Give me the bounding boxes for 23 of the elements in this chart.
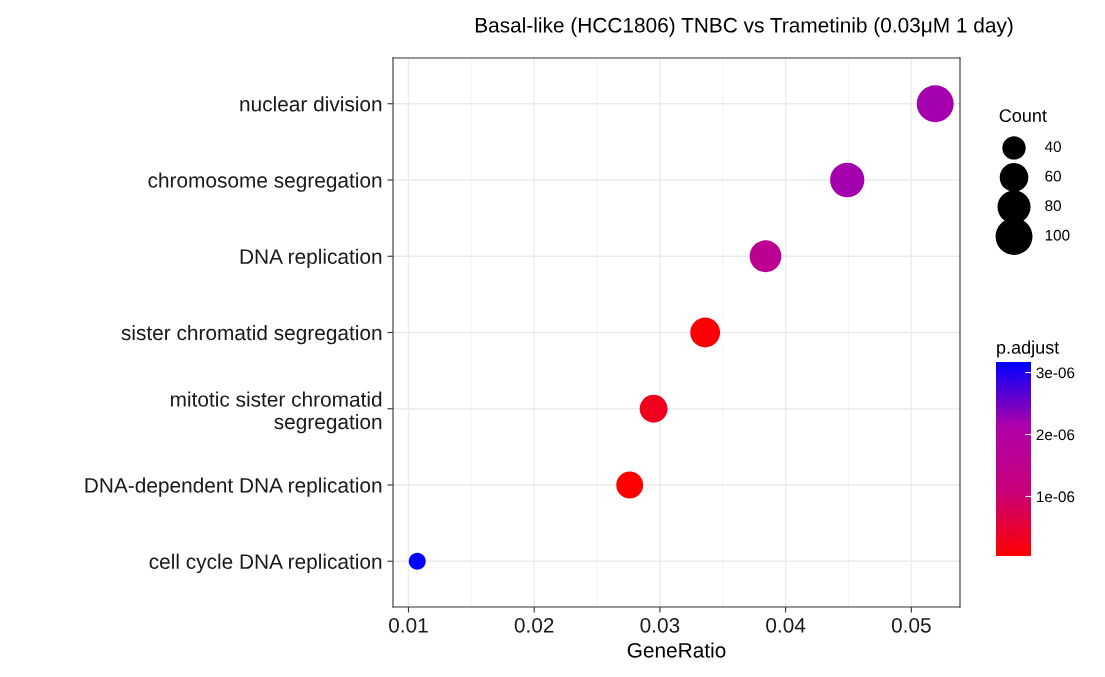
x-tick-label: 0.05 — [891, 617, 931, 633]
x-axis-title: GeneRatio — [627, 642, 726, 658]
color-bar-label: 3e-06 — [1036, 367, 1075, 379]
y-tick-label: DNA replication — [240, 248, 382, 269]
y-tick-label: sister chromatid segregation — [121, 324, 382, 345]
legend-label: 100 — [1045, 229, 1070, 241]
chart-title: Basal-like (HCC1806) TNBC vs Trametinib (0.03μM 1 day) — [475, 17, 1013, 37]
legend-title: Count — [999, 109, 1047, 123]
legend-label: 80 — [1045, 200, 1061, 212]
y-tick-label: cell cycle DNA replication — [149, 553, 382, 574]
color-bar-label: 1e-06 — [1037, 491, 1075, 503]
x-tick-label: 0.02 — [514, 617, 554, 633]
y-tick-label: mitotic sister chromatid segregation — [170, 391, 382, 434]
x-tick-label: 0.03 — [640, 617, 680, 633]
y-tick-label: DNA-dependent DNA replication — [85, 477, 382, 497]
color-bar-title: p.adjust — [997, 340, 1060, 358]
x-tick-label: 0.04 — [766, 617, 806, 633]
legend-label: 40 — [1044, 141, 1061, 153]
legend-label: 60 — [1045, 170, 1061, 182]
y-tick-label: nuclear division — [240, 96, 382, 112]
y-tick-label: chromosome segregation — [148, 172, 382, 192]
color-bar-label: 2e-06 — [1036, 429, 1075, 441]
x-tick-label: 0.01 — [389, 617, 428, 633]
